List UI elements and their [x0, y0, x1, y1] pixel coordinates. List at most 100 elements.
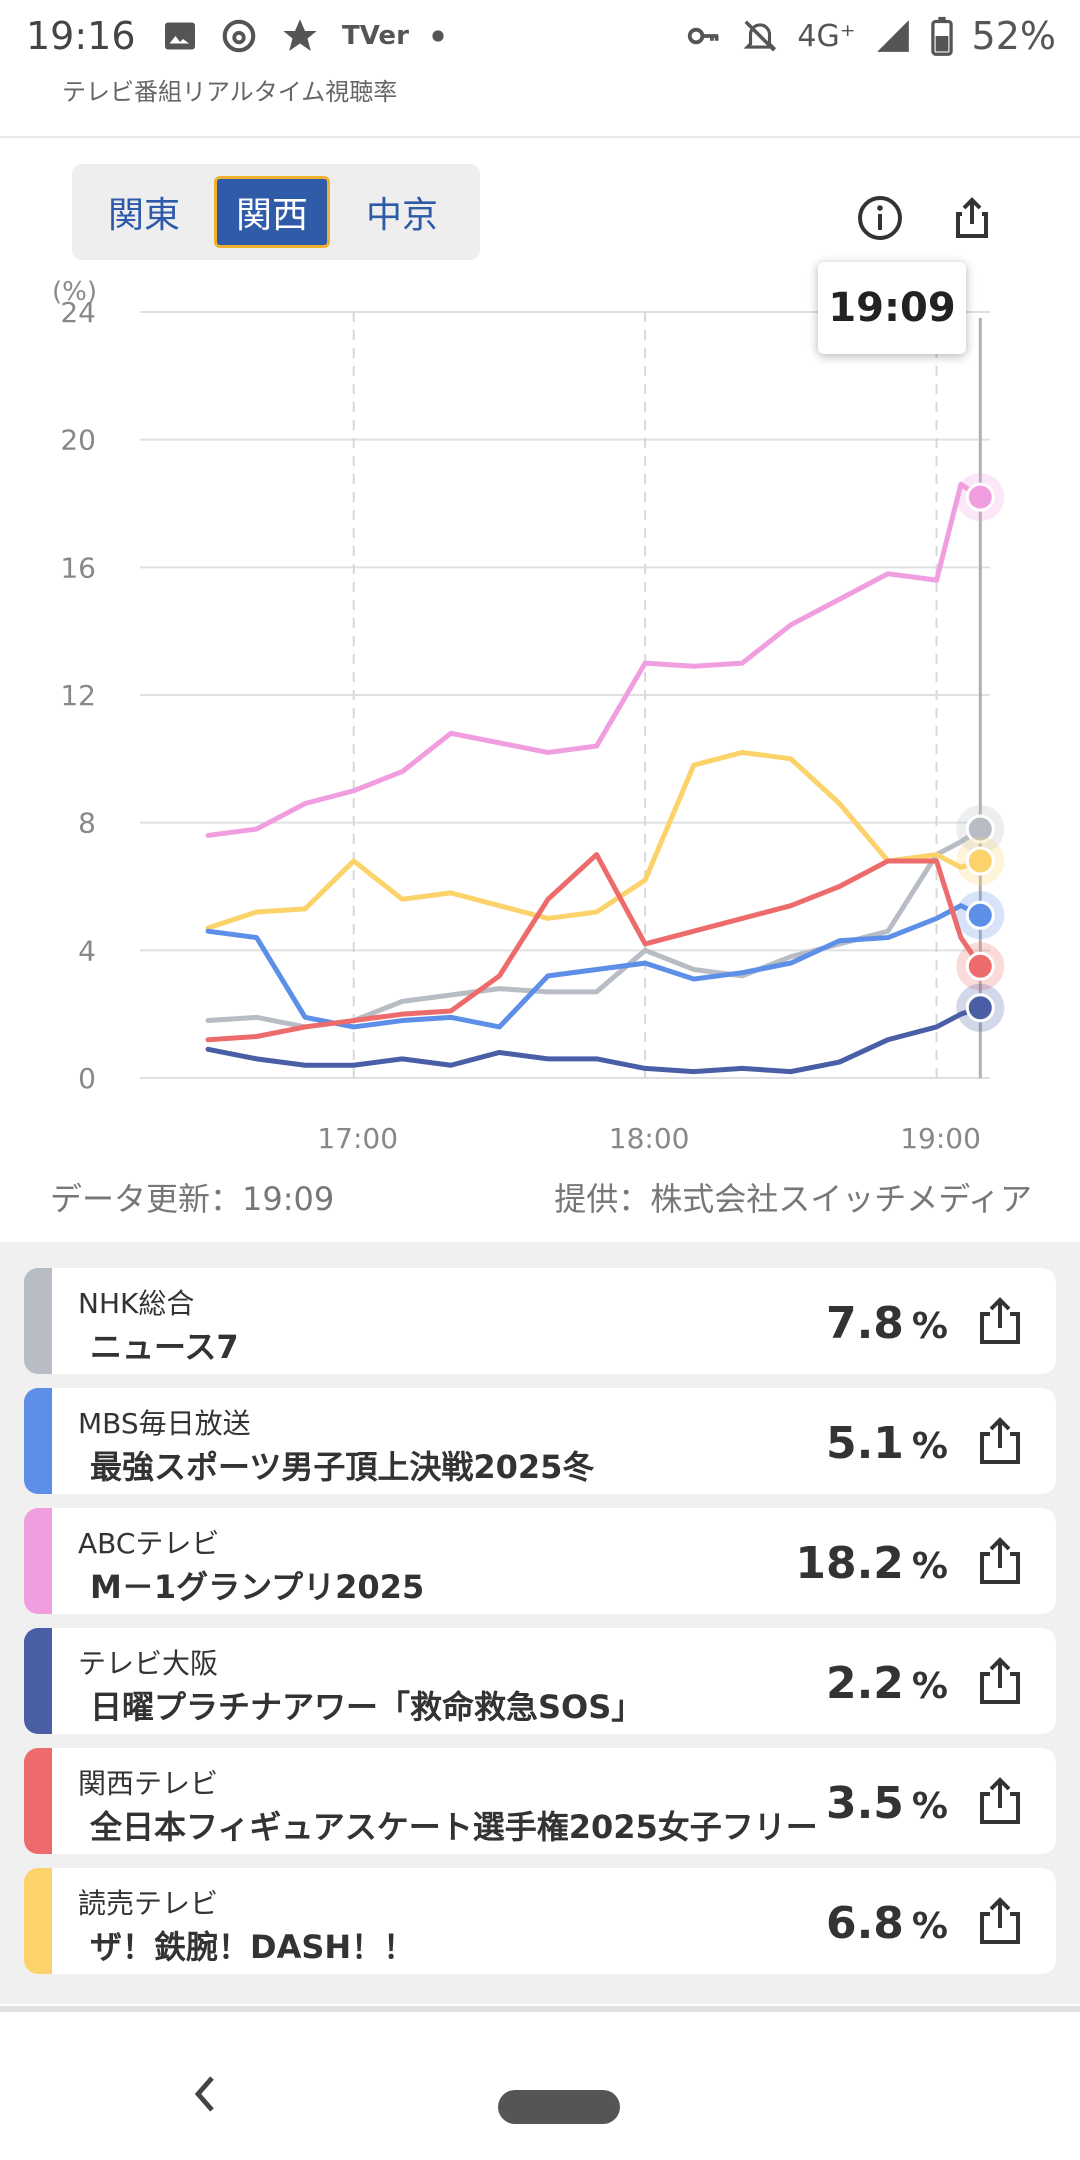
home-pill-icon[interactable] [498, 2090, 620, 2124]
series-line [205, 481, 983, 838]
signal-icon [876, 20, 909, 52]
region-tabs: 関東 関西 中京 [72, 164, 480, 260]
rating-number: 2.2 [825, 1658, 904, 1709]
status-left-icons: TVer [162, 14, 445, 58]
program-card[interactable]: 読売テレビ ザ！鉄腕！DASH！！ 6.8% [24, 1868, 1056, 1974]
battery-percent: 52% [971, 14, 1056, 58]
program-title: 最強スポーツ男子頂上決戦2025冬 [90, 1448, 595, 1486]
chart-time-tooltip: 19:09 [818, 262, 966, 354]
series-line [205, 1005, 983, 1075]
series-end-point [965, 900, 995, 930]
series-end-point [965, 814, 995, 844]
series-line [205, 903, 983, 1030]
x-tick-label: 17:00 [317, 1122, 398, 1155]
program-card[interactable]: ABCテレビ M－1グランプリ2025 18.2% [24, 1508, 1056, 1614]
status-bar: 19:16 TVer 4G⁺ 52% [0, 0, 1080, 74]
top-actions [856, 194, 996, 242]
back-chevron-icon[interactable] [190, 2072, 222, 2116]
status-right-icons: 4G⁺ 52% [685, 14, 1056, 58]
x-tick-label: 18:00 [609, 1122, 690, 1155]
channel-color-bar [24, 1388, 52, 1494]
share-icon[interactable] [976, 1654, 1024, 1706]
app-title: テレビ番組リアルタイム視聴率 [62, 78, 398, 106]
battery-icon [930, 16, 953, 56]
y-tick-label: 16 [60, 551, 96, 584]
update-time: データ更新：19:09 [50, 1180, 335, 1218]
series-line [205, 749, 983, 931]
series-end-point [965, 951, 995, 981]
info-icon[interactable] [856, 194, 904, 242]
rating-value: 5.1% [826, 1418, 948, 1469]
rating-value: 6.8% [826, 1898, 948, 1949]
series-end-point [965, 993, 995, 1023]
program-list: NHK総合 ニュース7 7.8% MBS毎日放送 最強スポーツ男子頂上決戦202… [0, 1242, 1080, 2004]
channel-color-bar [24, 1628, 52, 1734]
list-bottom-divider [0, 2006, 1080, 2012]
share-icon[interactable] [948, 194, 996, 242]
program-card[interactable]: NHK総合 ニュース7 7.8% [24, 1268, 1056, 1374]
rating-unit: % [911, 1906, 948, 1947]
rating-value: 2.2% [826, 1658, 948, 1709]
share-icon[interactable] [976, 1294, 1024, 1346]
rating-unit: % [911, 1306, 948, 1347]
program-title: ザ！鉄腕！DASH！！ [90, 1928, 416, 1966]
program-title: 日曜プラチナアワー「救命救急SOS」 [90, 1688, 644, 1726]
rating-value: 18.2% [795, 1538, 948, 1589]
rating-unit: % [911, 1546, 948, 1587]
rating-unit: % [911, 1786, 948, 1827]
rating-unit: % [911, 1426, 948, 1467]
share-icon[interactable] [976, 1414, 1024, 1466]
station-name: 読売テレビ [78, 1887, 219, 1920]
share-icon[interactable] [976, 1774, 1024, 1826]
rating-number: 5.1 [825, 1418, 904, 1469]
rating-number: 7.8 [825, 1298, 904, 1349]
tab-chukyo[interactable]: 中京 [365, 195, 438, 236]
station-name: テレビ大阪 [78, 1647, 219, 1680]
channel-color-bar [24, 1268, 52, 1374]
y-tick-label: 8 [78, 807, 96, 840]
program-card[interactable]: テレビ大阪 日曜プラチナアワー「救命救急SOS」 2.2% [24, 1628, 1056, 1734]
rating-number: 18.2 [795, 1538, 904, 1589]
channel-color-bar [24, 1748, 52, 1854]
status-time: 19:16 [26, 14, 136, 58]
star-icon [283, 19, 317, 51]
series-end-point [965, 482, 995, 512]
series-line [205, 852, 983, 1043]
tver-icon: TVer [342, 21, 409, 51]
dot-icon [432, 30, 444, 42]
ratings-chart: 0 4 8 12 16 20 24(%) 17:00 18:00 19:00 [52, 277, 1005, 1155]
station-name: NHK総合 [78, 1287, 195, 1320]
y-axis-unit: (%) [52, 277, 97, 307]
tab-kanto[interactable]: 関東 [107, 195, 180, 236]
y-tick-label: 24 [60, 296, 96, 329]
rating-value: 7.8% [826, 1298, 948, 1349]
network-type: 4G⁺ [797, 18, 856, 54]
share-icon[interactable] [976, 1894, 1024, 1946]
key-icon [688, 27, 719, 45]
x-tick-label: 19:00 [900, 1122, 981, 1155]
program-title: M－1グランプリ2025 [90, 1568, 425, 1606]
rating-number: 3.5 [825, 1778, 904, 1829]
data-provider: 提供：株式会社スイッチメディア [554, 1180, 1032, 1218]
program-card[interactable]: 関西テレビ 全日本フィギュアスケート選手権2025女子フリー 3.5% [24, 1748, 1056, 1854]
program-card[interactable]: MBS毎日放送 最強スポーツ男子頂上決戦2025冬 5.1% [24, 1388, 1056, 1494]
program-title: ニュース7 [90, 1328, 239, 1366]
station-name: ABCテレビ [78, 1527, 220, 1560]
series-end-point [965, 846, 995, 876]
share-icon[interactable] [976, 1534, 1024, 1586]
rating-value: 3.5% [826, 1778, 948, 1829]
y-tick-label: 4 [78, 934, 96, 967]
station-name: 関西テレビ [78, 1767, 219, 1800]
channel-color-bar [24, 1508, 52, 1614]
system-nav-bar [0, 2012, 1080, 2160]
notifications-off-icon [743, 20, 777, 52]
y-tick-label: 0 [78, 1062, 96, 1095]
y-tick-label: 12 [60, 679, 96, 712]
header-divider [0, 136, 1080, 138]
channel-color-bar [24, 1868, 52, 1974]
program-title: 全日本フィギュアスケート選手権2025女子フリー [90, 1808, 818, 1846]
rating-unit: % [911, 1666, 948, 1707]
station-name: MBS毎日放送 [78, 1407, 251, 1440]
tab-kansai[interactable]: 関西 [214, 176, 330, 248]
y-tick-label: 20 [60, 424, 96, 457]
